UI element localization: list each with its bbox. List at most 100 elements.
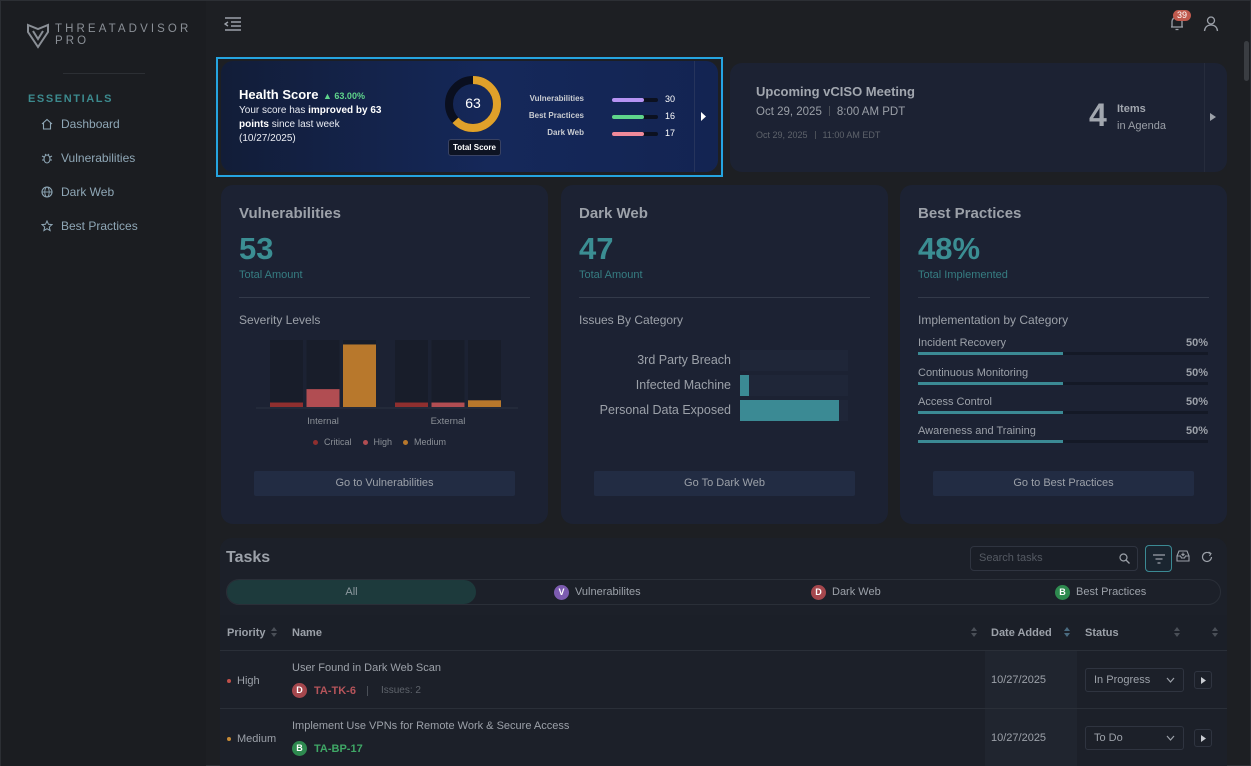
severity-chart: Internal External: [256, 340, 518, 427]
legend-dot: [362, 439, 368, 445]
badge-b: B: [292, 741, 307, 756]
brand-name: THREATADVISOR: [55, 23, 192, 35]
filter-button[interactable]: [1145, 545, 1172, 572]
column-header-date-added[interactable]: Date Added: [991, 627, 1052, 639]
tab-all[interactable]: All: [227, 580, 476, 604]
best-practices-card: Best Practices 48% Total Implemented Imp…: [900, 185, 1227, 524]
divider: [239, 297, 530, 298]
implementation-label: Access Control: [918, 396, 992, 408]
sort-icon[interactable]: [271, 627, 277, 637]
search-icon[interactable]: [1119, 553, 1130, 564]
sort-icon[interactable]: [971, 627, 977, 637]
card-subtitle: Total Amount: [239, 269, 303, 281]
score-donut: [445, 76, 501, 132]
meeting-card[interactable]: Upcoming vCISO Meeting Oct 29, 2025 8:00 …: [730, 63, 1227, 172]
sort-icon[interactable]: [1064, 627, 1070, 637]
progress-fill: [918, 411, 1063, 414]
tab-vulnerabilities[interactable]: V Vulnerabilites: [554, 580, 641, 604]
agenda-items-label: Items: [1117, 103, 1146, 115]
menu-toggle-icon[interactable]: [224, 16, 242, 32]
user-icon[interactable]: [1203, 15, 1219, 32]
open-task-button[interactable]: [1194, 729, 1212, 747]
chevron-right-icon[interactable]: [1210, 113, 1216, 121]
search-input[interactable]: [979, 552, 1119, 564]
divider: [579, 297, 870, 298]
card-total: 47: [579, 231, 614, 266]
go-to-vulnerabilities-button[interactable]: Go to Vulnerabilities: [254, 471, 515, 496]
progress-track: [918, 352, 1208, 355]
metric-vulnerabilities: Vulnerabilities 30: [521, 94, 681, 106]
bar-background: [468, 340, 501, 407]
bug-icon: [41, 153, 53, 164]
home-icon: [41, 118, 53, 130]
legend-item: High: [362, 437, 392, 447]
sort-icon[interactable]: [1174, 627, 1180, 637]
divider: [918, 297, 1209, 298]
tab-dark-web[interactable]: D Dark Web: [811, 580, 881, 604]
x-tick-label: Internal: [307, 416, 339, 427]
priority-dot: [227, 679, 231, 683]
sort-icon[interactable]: [1212, 627, 1218, 637]
implementation-row: Continuous Monitoring 50%: [918, 367, 1208, 385]
metric-fill: [612, 115, 645, 119]
sidebar-item-dark-web[interactable]: Dark Web: [41, 185, 114, 199]
status-select[interactable]: To Do: [1085, 726, 1184, 750]
table-row[interactable]: High User Found in Dark Web Scan D TA-TK…: [220, 651, 1227, 709]
health-change-value: 63.00%: [334, 91, 365, 101]
bar-track: [740, 375, 848, 396]
legend-item: Critical: [313, 437, 352, 447]
sidebar-item-vulnerabilities[interactable]: Vulnerabilities: [41, 151, 135, 165]
task-tabs: All V Vulnerabilites D Dark Web B Best Prac…: [226, 579, 1221, 605]
legend-dot: [313, 439, 318, 445]
column-header-priority[interactable]: Priority: [227, 627, 266, 639]
logo[interactable]: THREATADVISOR PRO: [27, 23, 191, 49]
open-task-button[interactable]: [1194, 671, 1212, 689]
shield-logo-icon: [27, 23, 49, 49]
sidebar-item-label: Vulnerabilities: [61, 151, 136, 165]
chart-legend: Critical High Medium: [313, 437, 457, 447]
go-to-best-practices-button[interactable]: Go to Best Practices: [933, 471, 1194, 496]
total-score-label: Total Score: [448, 139, 501, 156]
divider: [1204, 63, 1205, 172]
priority-dot: [227, 737, 231, 741]
priority-label: Medium: [237, 733, 277, 745]
bar-medium-external: [468, 400, 501, 407]
sidebar-item-dashboard[interactable]: Dashboard: [41, 117, 120, 131]
progress-fill: [918, 382, 1063, 385]
scrollbar[interactable]: [1244, 41, 1249, 81]
desc-bold: points: [239, 119, 269, 130]
play-icon: [1201, 677, 1206, 684]
tasks-panel: Tasks All V Vulnerabilites D Dark Web B Bes…: [220, 538, 1227, 766]
agenda-count: 4: [1089, 97, 1107, 133]
task-name[interactable]: Implement Use VPNs for Remote Work & Sec…: [292, 720, 570, 732]
task-id[interactable]: TA-BP-17: [314, 742, 363, 755]
sidebar-item-best-practices[interactable]: Best Practices: [41, 219, 138, 233]
metric-fill: [612, 132, 645, 136]
status-select[interactable]: In Progress: [1085, 668, 1184, 692]
desc-text: since last week (10/27/2025): [239, 119, 340, 144]
chevron-right-icon[interactable]: [700, 112, 707, 121]
inbox-icon[interactable]: [1176, 549, 1190, 563]
meeting-date: Oct 29, 2025: [756, 106, 822, 118]
task-id[interactable]: TA-TK-6: [314, 684, 356, 697]
go-to-dark-web-button[interactable]: Go To Dark Web: [594, 471, 855, 496]
implementation-row: Access Control 50%: [918, 396, 1208, 414]
dark-web-card: Dark Web 47 Total Amount Issues By Categ…: [561, 185, 888, 524]
badge-d: D: [811, 584, 826, 600]
health-score-card[interactable]: Health Score ▲ 63.00% Your score has imp…: [221, 61, 718, 172]
task-name[interactable]: User Found in Dark Web Scan: [292, 662, 441, 674]
section-title: Issues By Category: [579, 313, 684, 327]
legend-item: Medium: [403, 437, 446, 447]
card-title: Dark Web: [579, 205, 648, 222]
column-header-name[interactable]: Name: [292, 627, 322, 639]
chevron-down-icon: [1166, 735, 1175, 741]
refresh-icon[interactable]: [1201, 551, 1213, 563]
column-header-status[interactable]: Status: [1085, 627, 1119, 639]
desc-text: Your score has: [239, 105, 309, 116]
tab-best-practices[interactable]: B Best Practices: [1055, 580, 1146, 604]
metric-label: Dark Web: [547, 128, 584, 137]
vulnerabilities-card: Vulnerabilities 53 Total Amount Severity…: [221, 185, 548, 524]
table-row[interactable]: Medium Implement Use VPNs for Remote Wor…: [220, 709, 1227, 766]
filter-icon: [1153, 554, 1165, 564]
